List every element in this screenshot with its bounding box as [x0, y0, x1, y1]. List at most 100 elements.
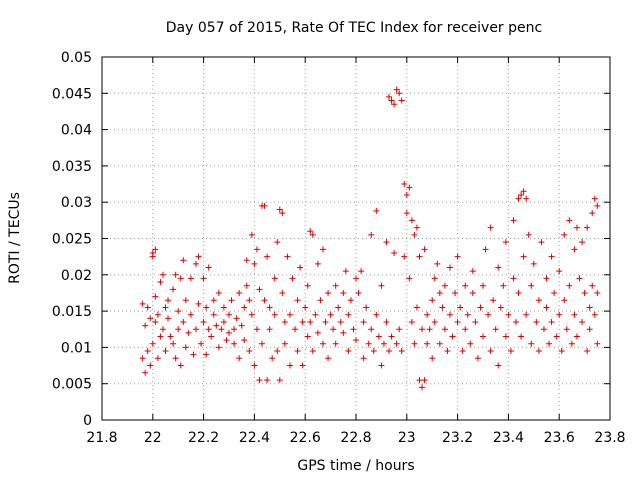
data-point	[388, 97, 395, 104]
data-point	[401, 253, 408, 260]
data-point	[264, 377, 271, 384]
data-point	[159, 326, 166, 333]
data-point	[482, 246, 489, 253]
data-point	[502, 239, 509, 246]
data-point	[584, 224, 591, 231]
data-point	[469, 268, 476, 275]
data-point	[594, 289, 601, 296]
data-point	[205, 264, 212, 271]
y-axis-label: ROTI / TECUs	[7, 192, 23, 284]
data-point	[294, 348, 301, 355]
data-point	[248, 311, 255, 318]
data-point	[299, 318, 306, 325]
data-point	[243, 282, 250, 289]
x-tick-labels: 21.8 22 22.2 22.4 22.6 22.8 23 23.2 23.4 23.6 23.8	[86, 430, 625, 446]
data-point	[429, 355, 436, 362]
data-point	[556, 311, 563, 318]
data-point	[548, 318, 555, 325]
data-point	[218, 326, 225, 333]
data-point	[185, 329, 192, 336]
data-point	[383, 239, 390, 246]
data-point	[253, 326, 260, 333]
data-point	[431, 275, 438, 282]
data-point	[302, 304, 309, 311]
data-point	[261, 297, 268, 304]
data-point	[462, 282, 469, 289]
data-point	[441, 326, 448, 333]
data-point	[144, 348, 151, 355]
x-axis-label: GPS time / hours	[297, 458, 414, 474]
data-point	[370, 348, 377, 355]
data-point	[205, 326, 212, 333]
data-point	[413, 304, 420, 311]
data-point	[386, 93, 393, 100]
data-point	[391, 101, 398, 108]
data-point	[304, 282, 311, 289]
data-point	[497, 304, 504, 311]
data-point	[236, 355, 243, 362]
data-point	[459, 348, 466, 355]
data-point	[149, 340, 156, 347]
data-point	[424, 340, 431, 347]
data-point	[368, 231, 375, 238]
data-point	[259, 340, 266, 347]
data-point	[571, 311, 578, 318]
data-point	[436, 289, 443, 296]
data-point	[286, 362, 293, 369]
chart-title: Day 057 of 2015, Rate Of TEC Index for r…	[166, 20, 542, 36]
data-point	[340, 329, 347, 336]
data-point	[528, 282, 535, 289]
data-point	[474, 355, 481, 362]
data-point	[406, 275, 413, 282]
data-point	[469, 289, 476, 296]
data-point	[515, 195, 522, 202]
data-point	[256, 377, 263, 384]
data-point	[241, 337, 248, 344]
data-point	[543, 275, 550, 282]
data-point	[446, 311, 453, 318]
data-point	[180, 257, 187, 264]
data-point	[353, 337, 359, 344]
data-point	[467, 340, 474, 347]
data-point	[152, 318, 159, 325]
data-point	[464, 311, 471, 318]
data-point	[271, 311, 278, 318]
data-point	[332, 282, 339, 289]
data-point	[279, 289, 286, 296]
data-point	[264, 253, 271, 260]
data-point	[365, 340, 372, 347]
data-point	[350, 326, 357, 333]
data-point	[378, 282, 385, 289]
data-point	[139, 355, 146, 362]
data-point	[330, 326, 337, 333]
data-point	[563, 326, 570, 333]
data-point	[243, 257, 250, 264]
data-point	[246, 297, 253, 304]
data-point	[586, 326, 593, 333]
data-point	[165, 315, 172, 322]
x-tick-label: 22.6	[290, 430, 321, 446]
data-point	[413, 224, 420, 231]
data-point	[594, 340, 601, 347]
data-point	[373, 311, 380, 318]
data-point	[462, 326, 469, 333]
data-point	[182, 297, 189, 304]
data-point	[165, 297, 172, 304]
data-point	[157, 279, 164, 286]
data-point	[393, 86, 400, 93]
data-point	[363, 304, 370, 311]
data-point	[360, 318, 367, 325]
x-tick-label: 22.4	[239, 430, 270, 446]
data-point	[208, 333, 215, 340]
data-point	[223, 337, 230, 344]
data-point	[335, 304, 342, 311]
y-tick-label: 0.005	[52, 377, 92, 393]
data-point	[487, 348, 494, 355]
data-point	[523, 311, 530, 318]
data-point	[591, 195, 598, 202]
data-point	[441, 282, 448, 289]
data-point	[157, 333, 164, 340]
data-point	[581, 289, 588, 296]
data-point	[172, 355, 179, 362]
data-point	[190, 351, 197, 358]
